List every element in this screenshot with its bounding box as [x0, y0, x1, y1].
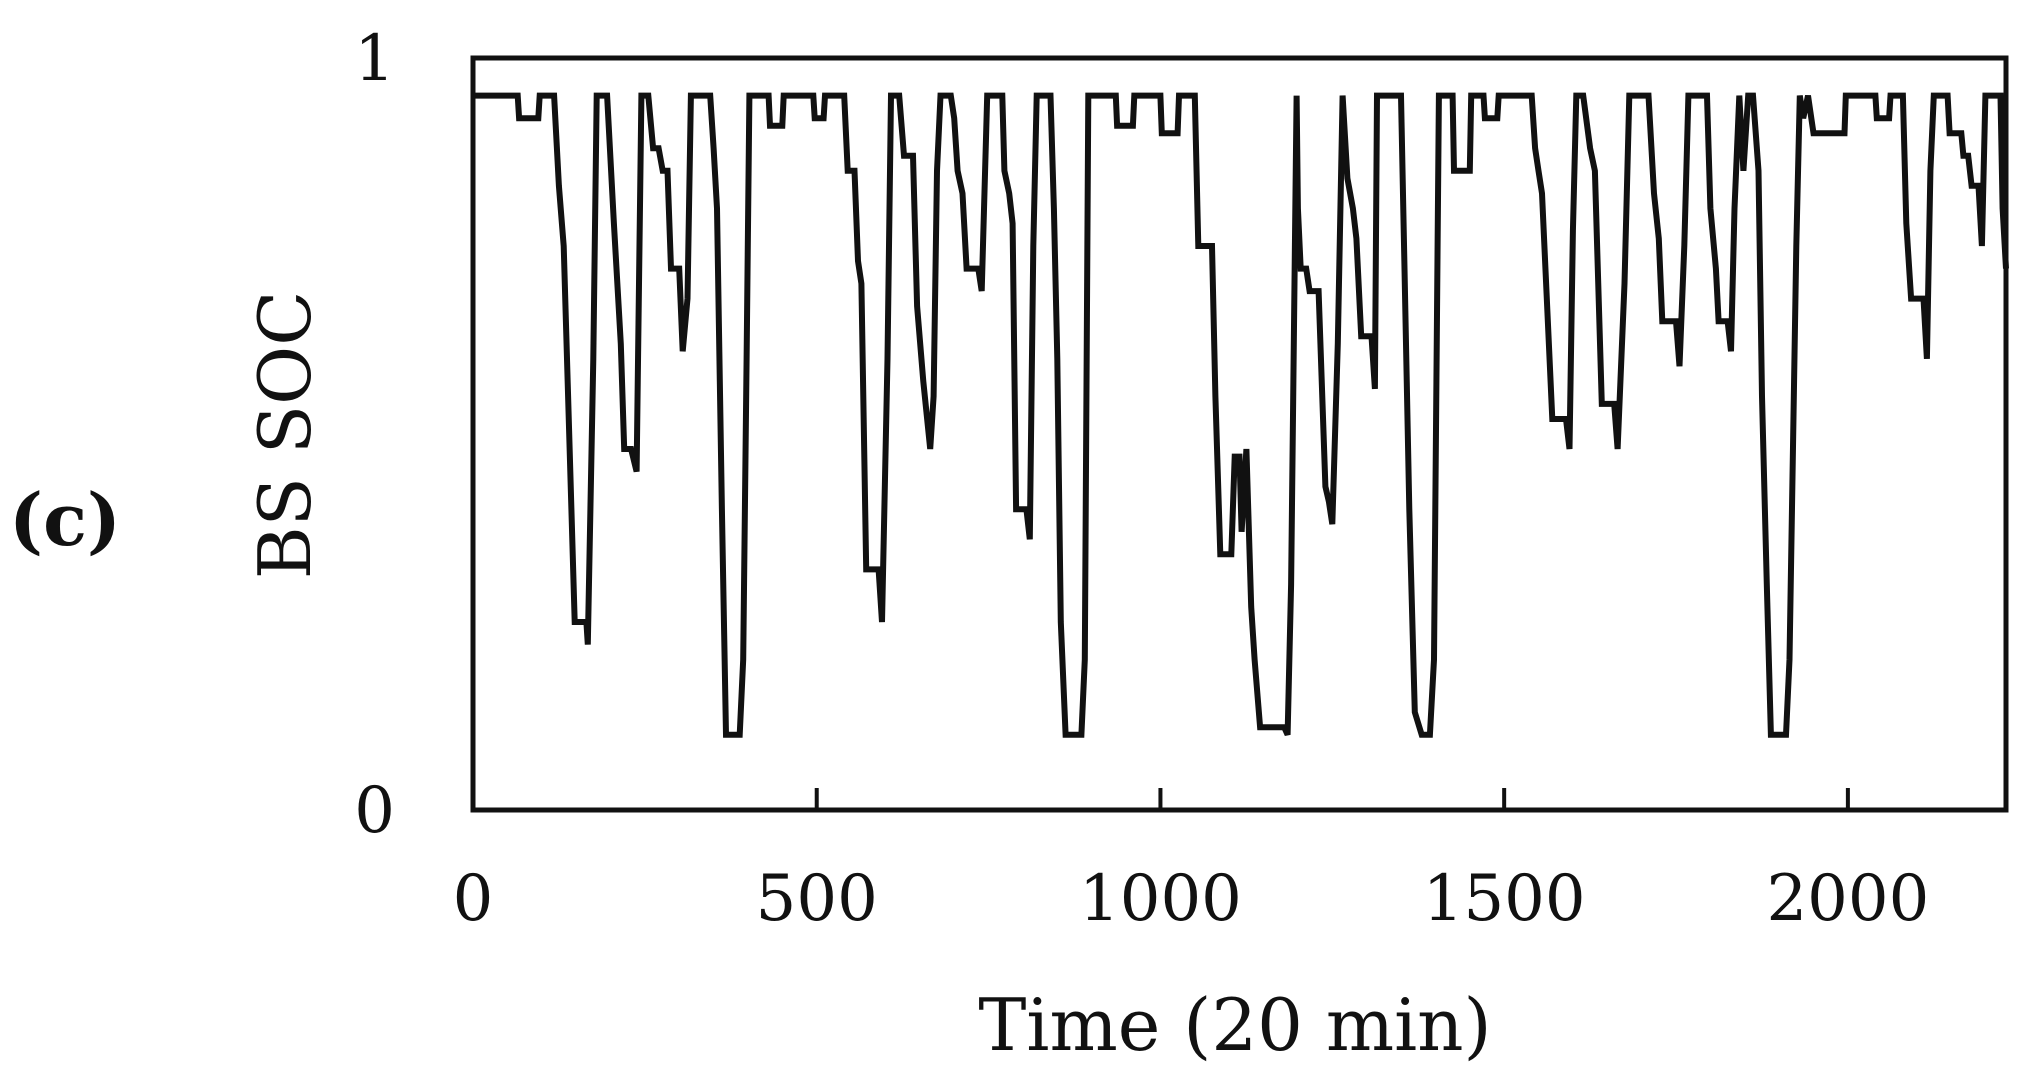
x-tick-label: 2000	[1766, 862, 1929, 936]
axis-ticks	[814, 788, 1850, 810]
plot-area-frame	[470, 55, 2009, 813]
x-tick-label: 500	[756, 862, 878, 936]
panel-label: (c)	[9, 477, 121, 562]
x-tick-label: 1500	[1423, 862, 1586, 936]
y-axis-title: BS SOC	[243, 291, 327, 580]
axis-tick-labels: 0 500 1000 1500 2000 0 1	[354, 22, 1929, 936]
y-tick-label: 0	[354, 774, 395, 848]
soc-series-line	[473, 92, 2009, 738]
y-tick-label: 1	[354, 22, 395, 96]
x-tick-label: 0	[453, 862, 494, 936]
x-axis-title: Time (20 min)	[978, 983, 1491, 1067]
x-tick-label: 1000	[1079, 862, 1242, 936]
